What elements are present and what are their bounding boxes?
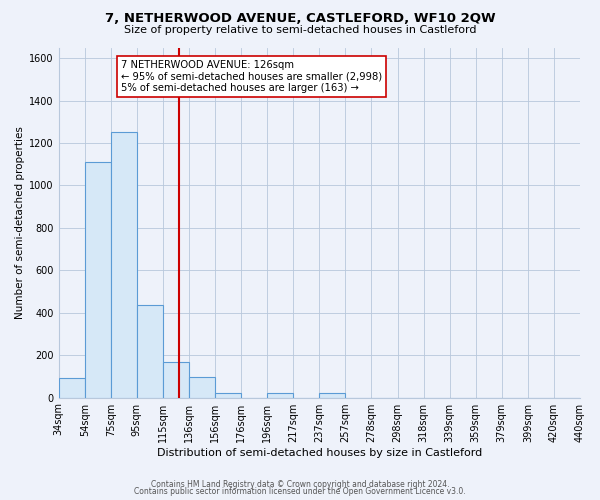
Text: 7 NETHERWOOD AVENUE: 126sqm
← 95% of semi-detached houses are smaller (2,998)
5%: 7 NETHERWOOD AVENUE: 126sqm ← 95% of sem… <box>121 60 382 94</box>
Text: 7, NETHERWOOD AVENUE, CASTLEFORD, WF10 2QW: 7, NETHERWOOD AVENUE, CASTLEFORD, WF10 2… <box>104 12 496 26</box>
Bar <box>59 378 85 398</box>
Bar <box>189 378 215 398</box>
Text: Size of property relative to semi-detached houses in Castleford: Size of property relative to semi-detach… <box>124 25 476 35</box>
Bar <box>137 306 163 398</box>
Bar <box>163 362 189 398</box>
Bar <box>85 162 111 398</box>
Text: Contains HM Land Registry data © Crown copyright and database right 2024.: Contains HM Land Registry data © Crown c… <box>151 480 449 489</box>
Bar <box>111 132 137 398</box>
Bar <box>215 394 241 398</box>
Bar <box>319 394 346 398</box>
Text: Contains public sector information licensed under the Open Government Licence v3: Contains public sector information licen… <box>134 487 466 496</box>
Y-axis label: Number of semi-detached properties: Number of semi-detached properties <box>15 126 25 319</box>
X-axis label: Distribution of semi-detached houses by size in Castleford: Distribution of semi-detached houses by … <box>157 448 482 458</box>
Bar <box>267 394 293 398</box>
